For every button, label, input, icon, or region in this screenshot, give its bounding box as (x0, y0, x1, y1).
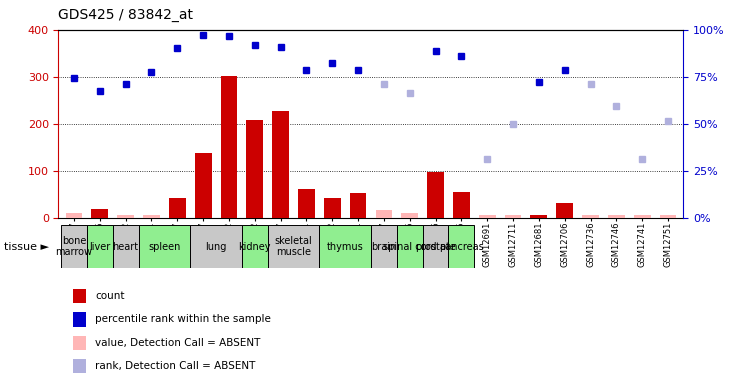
Bar (242, 225, 268, 268)
Bar (246, 120, 263, 218)
Text: skeletal
muscle: skeletal muscle (275, 236, 312, 257)
Bar (143, 215, 160, 217)
Bar (448, 225, 474, 268)
Bar (113, 225, 139, 268)
Bar (427, 172, 444, 217)
Bar (272, 111, 289, 218)
Bar (169, 198, 186, 217)
Text: count: count (95, 291, 124, 301)
Bar (190, 225, 242, 268)
Text: value, Detection Call = ABSENT: value, Detection Call = ABSENT (95, 338, 260, 348)
Bar (87, 225, 113, 268)
Bar (91, 209, 108, 218)
Bar (659, 215, 676, 217)
Bar (634, 215, 651, 217)
Bar (194, 153, 211, 218)
Text: kidney: kidney (238, 242, 271, 252)
Bar (319, 225, 371, 268)
Text: rank, Detection Call = ABSENT: rank, Detection Call = ABSENT (95, 361, 255, 371)
Bar (531, 215, 548, 217)
Text: tissue ►: tissue ► (4, 242, 49, 252)
Bar (397, 225, 423, 268)
Text: lung: lung (205, 242, 227, 252)
Text: liver: liver (89, 242, 110, 252)
Bar (61, 225, 87, 268)
Bar (268, 225, 319, 268)
Text: bone
marrow: bone marrow (56, 236, 93, 257)
Text: thymus: thymus (327, 242, 363, 252)
Bar (453, 192, 470, 217)
Bar (66, 213, 83, 217)
Text: heart: heart (113, 242, 139, 252)
Text: prostate: prostate (415, 242, 456, 252)
Bar (556, 203, 573, 217)
Bar (504, 215, 521, 217)
Bar (582, 215, 599, 217)
Bar (117, 215, 134, 217)
Bar (401, 213, 418, 217)
Bar (139, 225, 190, 268)
Bar (423, 225, 448, 268)
Text: spleen: spleen (148, 242, 181, 252)
Bar (371, 225, 397, 268)
Bar (221, 76, 238, 217)
Bar (349, 193, 366, 217)
Text: spinal cord: spinal cord (383, 242, 436, 252)
Bar (608, 215, 625, 217)
Text: percentile rank within the sample: percentile rank within the sample (95, 315, 271, 324)
Text: pancreas: pancreas (439, 242, 484, 252)
Text: GDS425 / 83842_at: GDS425 / 83842_at (58, 9, 194, 22)
Bar (479, 215, 496, 217)
Bar (324, 198, 341, 217)
Bar (298, 189, 315, 217)
Text: brain: brain (371, 242, 396, 252)
Bar (376, 210, 393, 218)
